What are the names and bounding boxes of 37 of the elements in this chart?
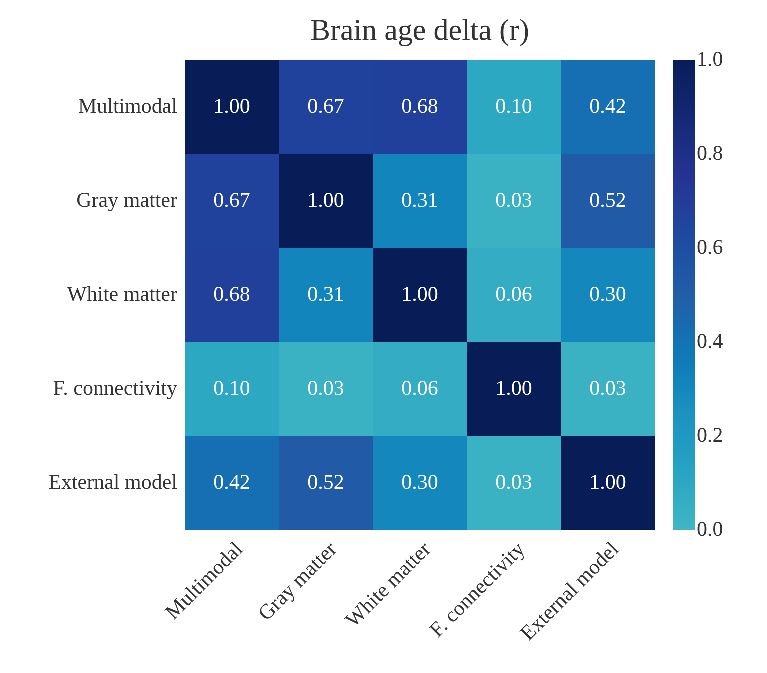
data-label: 0.10 (214, 376, 250, 400)
y-tick-label: White matter (67, 282, 178, 306)
color-bar-label: 0.4 (697, 329, 724, 353)
data-label: 0.03 (590, 376, 626, 400)
data-label: 0.31 (308, 282, 344, 306)
data-label: 0.68 (402, 94, 438, 118)
data-label: 1.00 (590, 470, 626, 494)
data-label: 0.06 (402, 376, 438, 400)
y-tick-label: Multimodal (78, 94, 178, 118)
data-label: 1.00 (308, 188, 344, 212)
color-bar-label: 0.0 (697, 517, 724, 541)
chart-title: Brain age delta (r) (310, 14, 530, 47)
data-label: 0.06 (496, 282, 532, 306)
data-label: 0.67 (308, 94, 344, 118)
data-label: 0.68 (214, 282, 250, 306)
data-label: 0.03 (496, 470, 532, 494)
data-label: 0.31 (402, 188, 438, 212)
data-label: 1.00 (214, 94, 250, 118)
data-label: 0.03 (308, 376, 344, 400)
color-bar-label: 1.0 (697, 47, 724, 71)
data-label: 0.30 (402, 470, 438, 494)
data-label: 0.03 (496, 188, 532, 212)
data-label: 0.42 (214, 470, 250, 494)
y-tick-label: External model (48, 470, 178, 494)
data-label: 1.00 (496, 376, 532, 400)
y-tick-label: Gray matter (76, 188, 178, 212)
data-label: 0.52 (590, 188, 626, 212)
data-label: 0.42 (590, 94, 626, 118)
data-label: 0.52 (308, 470, 344, 494)
color-bar-label: 0.8 (697, 141, 724, 165)
color-bar-label: 0.6 (697, 235, 724, 259)
data-label: 0.67 (214, 188, 250, 212)
data-label: 0.10 (496, 94, 532, 118)
y-tick-label: F. connectivity (53, 376, 178, 400)
data-label: 0.30 (590, 282, 626, 306)
color-bar-label: 0.2 (697, 423, 724, 447)
data-label: 1.00 (402, 282, 438, 306)
